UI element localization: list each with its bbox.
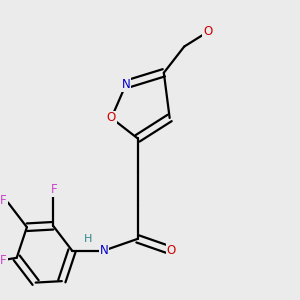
Text: O: O (203, 26, 212, 38)
Text: N: N (122, 78, 130, 91)
Text: F: F (0, 194, 7, 208)
Text: F: F (0, 254, 7, 267)
Text: N: N (100, 244, 109, 257)
Text: O: O (107, 111, 116, 124)
Text: H: H (84, 234, 92, 244)
Text: F: F (51, 183, 58, 196)
Text: O: O (167, 244, 176, 257)
